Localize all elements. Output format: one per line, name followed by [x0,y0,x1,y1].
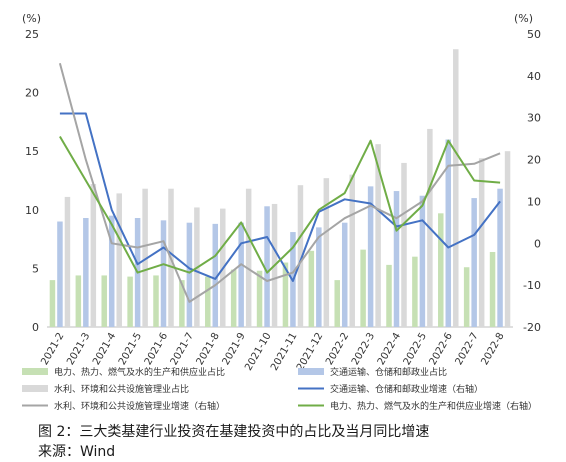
combo-chart: (%) (%)0510152025-20-10010203040502021-22… [22,12,541,412]
legend-label: 电力、热力、燃气及水的生产和供应业占比 [54,366,225,378]
bar [401,162,407,327]
right-tick-label: 50 [527,28,541,41]
bar [419,195,426,327]
chart-area: (%) (%) 0 5 10 15 20 25 -20 -10 0 10 20 30 40 50 2021-2 2… [22,12,541,412]
right-tick-label: 0 [534,237,541,250]
bar [386,264,392,327]
bar [349,174,355,327]
bar [83,218,89,327]
bar [445,139,452,327]
right-tick-label: 40 [527,70,541,83]
legend-label: 交通运输、仓储和邮政业增速（右轴） [330,383,483,395]
bar [463,267,470,327]
bar [360,249,366,327]
bar [316,227,322,327]
bar [205,276,211,327]
legend-label: 交通运输、仓储和邮政业占比 [330,366,447,378]
bar [323,178,330,327]
x-tick-label: 2021-9 [221,331,248,367]
bar [256,270,263,327]
bar [127,276,133,327]
source-caption: 来源：Wind [38,444,116,460]
x-tick-label: 2022-2 [324,331,351,367]
right-tick-label: -20 [523,321,541,334]
x-tick-label: 2021-12 [295,331,325,373]
right-tick-label: 20 [527,154,541,167]
bar [334,280,340,327]
right-tick-label: 30 [527,112,541,125]
right-tick-label: -10 [523,279,541,292]
bar [282,262,289,327]
bar [90,184,97,327]
bar [375,144,381,327]
bar [297,185,304,327]
bar [212,223,219,327]
left-tick-label: 10 [25,204,39,217]
left-tick-label: 25 [25,28,39,41]
x-tick-label: 2022-7 [454,331,481,367]
bar [101,275,107,327]
bar [393,191,400,327]
x-tick-label: 2022-8 [479,331,506,367]
bar [367,186,374,327]
bar [478,158,485,327]
legend-swatch [298,368,324,375]
right-tick-label: 10 [527,195,541,208]
bar [116,193,122,327]
bar [49,280,56,327]
bar [142,188,148,327]
bar [153,275,159,327]
x-tick-label: 2021-8 [195,331,222,367]
figure-caption: 图 2：三大类基建行业投资在基建投资中的占比及当月同比增速 [38,424,430,440]
bar [179,280,185,327]
x-tick-label: 2021-2 [39,331,66,367]
bar [504,151,511,327]
bar [108,215,115,327]
bar [245,188,252,327]
bar [186,222,193,327]
left-tick-label: 20 [25,87,39,100]
bar [489,251,496,327]
left-tick-label: 15 [25,145,39,158]
bar [64,196,71,327]
bar [230,269,237,327]
line-series [59,112,501,282]
x-tick-label: 2021-6 [143,331,170,367]
line-series [59,135,501,274]
legend-label: 电力、热力、燃气及水的生产和供应业增速（右轴） [330,400,537,412]
bar [438,213,444,327]
bar [160,220,167,327]
x-tick-label: 2021-5 [117,331,144,367]
left-axis-unit: (%) [22,12,41,25]
x-tick-label: 2021-7 [169,331,196,367]
legend-label: 水利、环境和公共设施管理业占比 [54,383,189,395]
legend-swatch [22,385,48,392]
bar [497,188,503,327]
bar [412,256,418,327]
right-axis-unit: (%) [514,12,533,25]
x-tick-label: 2021-4 [91,331,118,367]
x-tick-label: 2022-5 [402,331,429,367]
bar [308,250,315,327]
bar [238,222,244,327]
bar [57,221,63,327]
legend-label: 水利、环境和公共设施管理业增速（右轴） [54,400,225,412]
left-tick-label: 5 [32,262,39,275]
bar [453,49,459,328]
x-tick-label: 2022-6 [428,331,455,367]
bar [471,198,477,327]
legend-swatch [22,368,48,375]
x-tick-label: 2021-3 [65,331,92,367]
bar [341,222,348,327]
left-tick-label: 0 [32,321,39,334]
x-tick-label: 2022-4 [376,331,403,367]
x-tick-label: 2022-3 [350,331,377,367]
bar [75,275,82,327]
bar [264,206,270,327]
line-series [58,63,501,303]
